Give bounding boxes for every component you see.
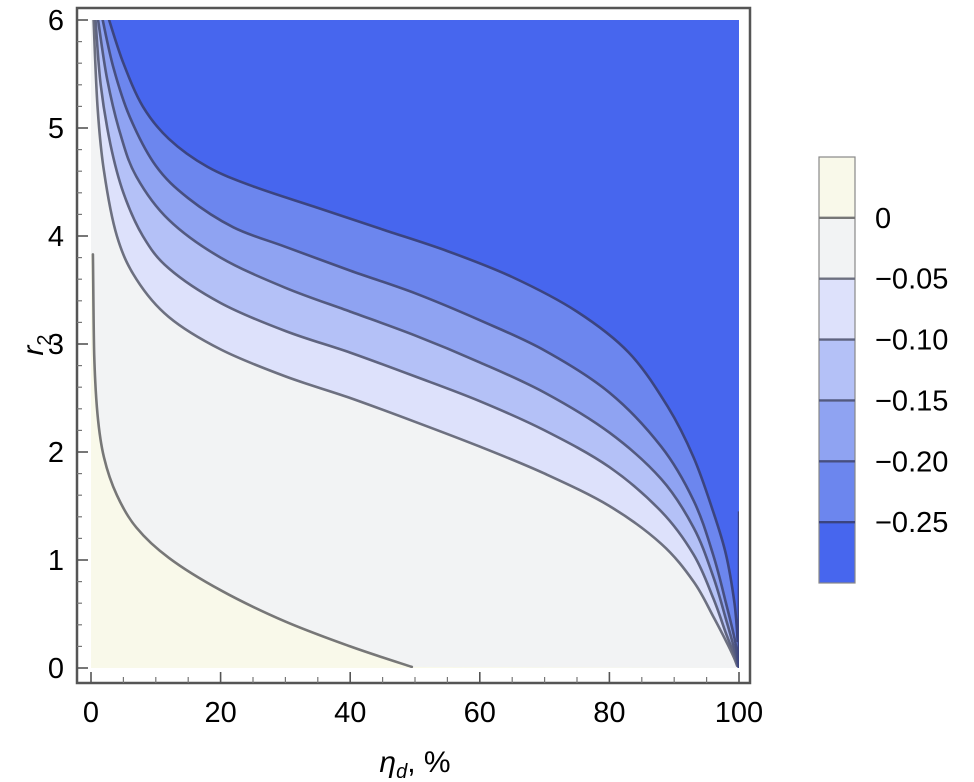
y-tick-label: 3	[48, 329, 64, 361]
legend-swatch	[819, 339, 855, 401]
x-axis-label: ηd, %	[379, 746, 450, 782]
legend-frame	[818, 156, 856, 584]
legend-swatch	[819, 522, 855, 584]
contour-line	[101, 20, 739, 664]
y-tick-label: 5	[48, 113, 64, 145]
legend-swatch	[819, 461, 855, 523]
legend-label: −0.05	[875, 264, 948, 296]
y-tick-label: 0	[48, 653, 64, 685]
legend-label: 0	[875, 203, 891, 235]
contour-line	[96, 20, 739, 668]
x-tick-label: 60	[464, 697, 496, 729]
x-tick-label: 0	[83, 697, 99, 729]
region-level-6	[109, 20, 739, 641]
legend-swatch	[819, 157, 855, 219]
x-tick-label: 100	[715, 697, 763, 729]
region-strip	[91, 20, 94, 255]
contour-line	[107, 20, 739, 643]
contour-line	[92, 20, 739, 668]
contour-line	[94, 20, 739, 668]
y-tick-label: 1	[48, 545, 64, 577]
legend-swatch	[819, 400, 855, 462]
legend-swatch	[819, 278, 855, 341]
legend-swatch	[819, 217, 855, 280]
y-tick-label: 2	[48, 437, 64, 469]
x-tick-label: 20	[204, 697, 236, 729]
contour-line	[91, 253, 414, 668]
legend-label: −0.25	[875, 507, 948, 539]
contour-regions	[91, 20, 739, 668]
x-axis-ticks: 0 20 40 60 80 100	[83, 672, 763, 729]
y-axis-ticks: 0 1 2 3 4 5 6	[48, 5, 88, 685]
legend-label: −0.15	[875, 385, 948, 417]
y-tick-label: 6	[48, 5, 64, 37]
x-tick-label: 80	[593, 697, 625, 729]
legend-label: −0.20	[875, 446, 948, 478]
color-legend: 0 −0.05 −0.10 −0.15 −0.20 −0.25	[818, 156, 948, 584]
y-tick-label: 4	[48, 221, 64, 253]
legend-label: −0.10	[875, 325, 948, 357]
contour-lines	[91, 20, 739, 668]
y-axis-label: r2	[17, 334, 56, 355]
x-tick-label: 40	[334, 697, 366, 729]
